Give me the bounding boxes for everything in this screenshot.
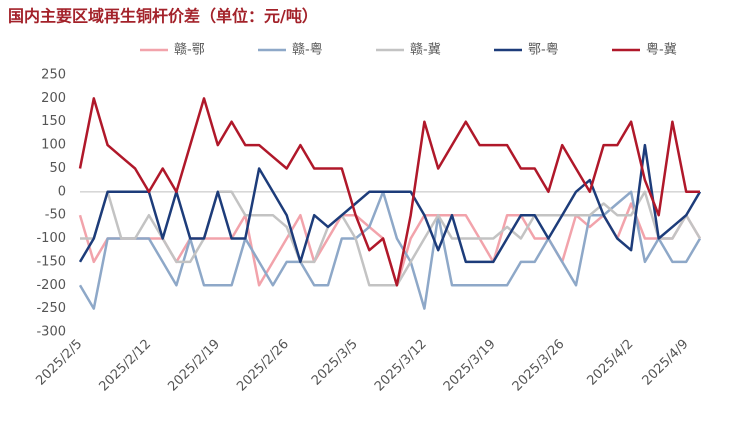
y-tick-label: -150 <box>36 254 66 269</box>
y-tick-label: -50 <box>45 208 66 223</box>
legend-label: 粤-冀 <box>646 42 677 58</box>
y-tick-label: 250 <box>41 68 66 83</box>
series-line <box>78 143 702 264</box>
x-tick-label: 2025/2/12 <box>96 337 154 395</box>
legend-label: 赣-粤 <box>292 42 323 58</box>
y-tick-label: -100 <box>36 231 66 246</box>
y-tick-label: -250 <box>36 301 66 316</box>
y-tick-label: 0 <box>58 184 66 199</box>
x-tick-label: 2025/4/9 <box>640 337 692 389</box>
y-tick-label: 50 <box>49 161 66 176</box>
y-tick-label: 100 <box>41 138 66 153</box>
y-tick-label: 200 <box>41 91 66 106</box>
y-tick-label: -200 <box>36 278 66 293</box>
y-tick-label: -300 <box>36 325 66 340</box>
legend-label: 鄂-粤 <box>528 42 559 58</box>
x-tick-label: 2025/3/26 <box>510 337 568 395</box>
chart-title: 国内主要区域再生铜杆价差（单位：元/吨） <box>8 7 318 26</box>
y-tick-label: 150 <box>41 114 66 129</box>
series-line <box>78 97 700 287</box>
x-tick-label: 2025/3/12 <box>372 337 430 395</box>
x-tick-label: 2025/4/2 <box>585 337 637 389</box>
x-tick-label: 2025/3/19 <box>441 337 499 395</box>
legend-label: 赣-冀 <box>410 42 441 58</box>
legend-label: 赣-鄂 <box>174 43 205 58</box>
series-line <box>78 190 702 310</box>
x-tick-label: 2025/3/5 <box>309 337 361 389</box>
x-tick-label: 2025/2/26 <box>234 337 292 395</box>
x-tick-label: 2025/2/5 <box>33 337 85 389</box>
x-tick-label: 2025/2/19 <box>165 337 223 395</box>
series-line <box>80 190 702 287</box>
